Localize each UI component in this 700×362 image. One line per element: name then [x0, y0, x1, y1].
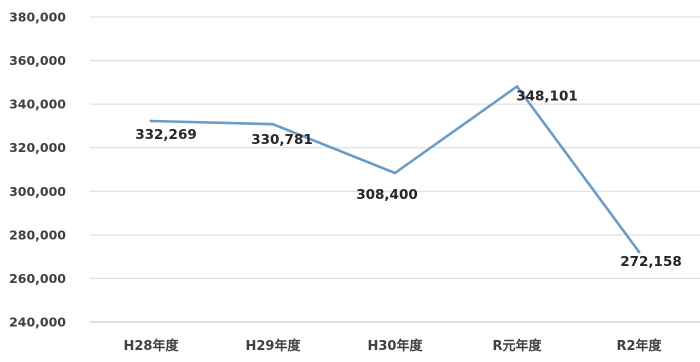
data-label: 308,400 [356, 187, 418, 203]
y-tick-label: 280,000 [9, 227, 66, 242]
y-tick-label: 320,000 [9, 140, 66, 155]
x-tick-label: R2年度 [616, 338, 662, 354]
data-label: 330,781 [251, 132, 313, 148]
y-tick-label: 360,000 [9, 53, 66, 68]
y-tick-label: 260,000 [9, 271, 66, 286]
y-tick-label: 240,000 [9, 315, 66, 330]
x-axis-tick-labels: H28年度 H29年度 H30年度 R元年度 R2年度 [124, 338, 663, 354]
y-tick-label: 300,000 [9, 184, 66, 199]
x-tick-label: R元年度 [492, 338, 542, 354]
data-label: 332,269 [135, 127, 197, 143]
x-tick-label: H28年度 [124, 338, 180, 354]
data-point [515, 85, 519, 88]
y-axis-tick-labels: 240,000 260,000 280,000 300,000 320,000 340,0… [9, 10, 66, 330]
x-tick-label: H30年度 [368, 338, 424, 354]
data-labels: 332,269 330,781 308,400 348,101 272,158 [135, 88, 682, 269]
series-layer [149, 85, 641, 254]
data-point [393, 171, 397, 175]
gridlines [90, 16, 700, 323]
x-tick-label: H29年度 [246, 338, 302, 354]
y-tick-label: 380,000 [9, 10, 66, 25]
data-label: 348,101 [516, 88, 578, 104]
data-point [149, 119, 153, 123]
y-tick-label: 340,000 [9, 97, 66, 112]
data-point [637, 250, 641, 254]
data-point [271, 122, 275, 126]
series-line [149, 85, 641, 254]
data-label: 272,158 [620, 254, 682, 270]
